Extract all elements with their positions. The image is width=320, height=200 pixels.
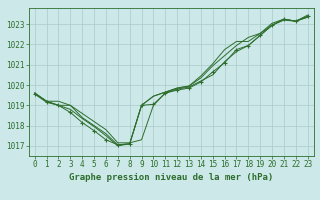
X-axis label: Graphe pression niveau de la mer (hPa): Graphe pression niveau de la mer (hPa) xyxy=(69,173,273,182)
